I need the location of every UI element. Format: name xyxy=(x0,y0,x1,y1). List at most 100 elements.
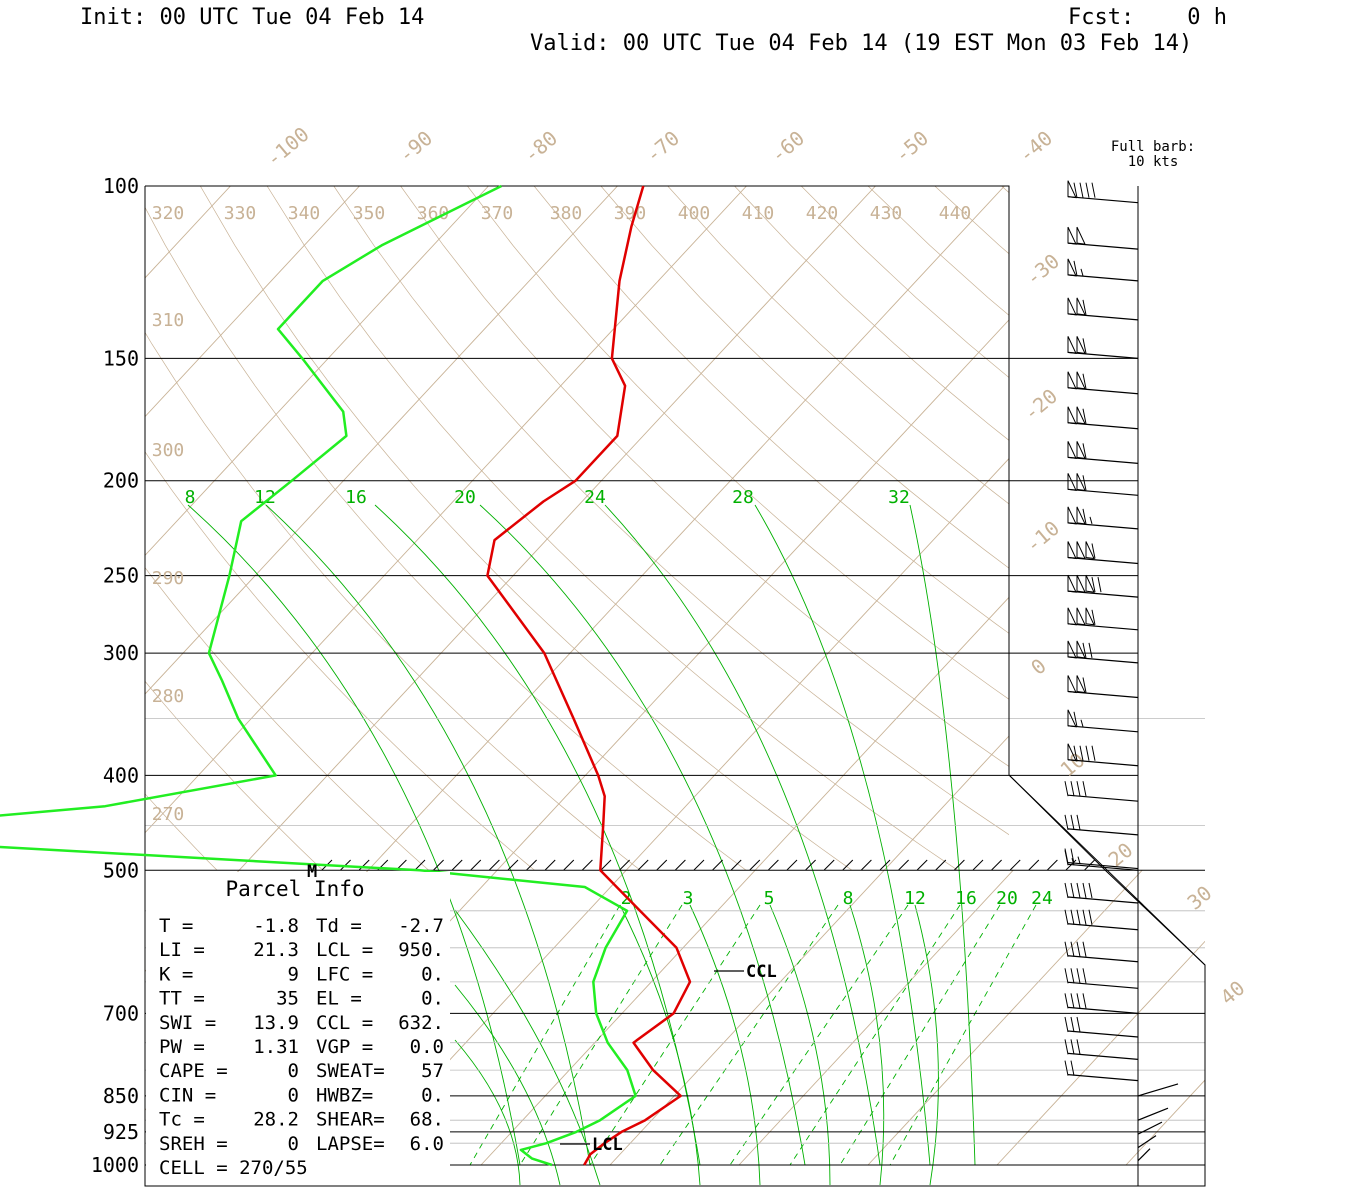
pressure-tick-label: 925 xyxy=(103,1120,139,1144)
wind-barb-flag xyxy=(1076,506,1086,525)
theta-label: 350 xyxy=(353,203,386,224)
parcel-right-value: 632. xyxy=(398,1012,444,1034)
mixing-ratio-line xyxy=(519,904,683,1166)
isotherm-line xyxy=(367,186,1005,870)
wind-barb-flag xyxy=(1067,607,1077,626)
parcel-left-value: 0 xyxy=(288,1084,299,1106)
moist-adiabat-line xyxy=(914,904,939,1186)
isotherm-label: -50 xyxy=(890,126,933,168)
wind-barb-half xyxy=(1077,856,1081,864)
pressure-tick-label: 150 xyxy=(103,346,139,370)
parcel-left-value: 0 xyxy=(288,1133,299,1155)
wind-barb-half xyxy=(1089,516,1093,525)
isotherm-line xyxy=(1142,186,1350,870)
isotherm-line xyxy=(145,186,618,695)
wind-barb-full xyxy=(1073,711,1078,727)
dry-adiabat-line xyxy=(333,186,1009,836)
hatch-mark xyxy=(972,859,984,871)
parcel-title: Parcel Info xyxy=(225,877,364,901)
wind-barb-staff xyxy=(1067,196,1139,204)
mixing-ratio-label: 3 xyxy=(683,888,694,909)
wind-barb-staff xyxy=(1067,896,1139,904)
theta-label: 440 xyxy=(939,203,972,224)
hatch-mark xyxy=(507,859,519,871)
isotherm-line xyxy=(625,457,1009,870)
parcel-left-key: CELL = 270/55 xyxy=(159,1157,308,1179)
parcel-left-value: 35 xyxy=(276,988,299,1010)
barb-legend-line2: 10 kts xyxy=(1128,154,1179,170)
pressure-tick-label: 250 xyxy=(103,564,139,588)
valid-time: Valid: 00 UTC Tue 04 Feb 14 (19 EST Mon … xyxy=(530,31,1193,56)
wind-barb-full xyxy=(1073,182,1078,198)
wind-barb-full xyxy=(1073,260,1078,276)
isotherm-line xyxy=(238,186,876,870)
wind-barb-flag xyxy=(1076,473,1086,491)
wind-barb-full xyxy=(1088,642,1093,659)
parcel-right-key: CCL = xyxy=(316,1012,373,1034)
wind-barb-full xyxy=(1082,993,1087,1009)
hatch-mark xyxy=(526,859,537,871)
isotherm-line xyxy=(480,870,756,1166)
parcel-left-key: Tc = xyxy=(159,1109,205,1131)
parcel-right-value: 0.0 xyxy=(410,1036,444,1058)
temperature-profile xyxy=(486,185,692,1166)
hatch-mark xyxy=(861,859,872,871)
isotherm-line xyxy=(0,870,110,1165)
wind-barb-full xyxy=(1064,1060,1069,1076)
isotherm-line xyxy=(867,870,1143,1166)
isotherm-label: -80 xyxy=(519,126,562,168)
theta-label: 270 xyxy=(152,804,185,825)
isotherm-label: -100 xyxy=(261,122,313,171)
parcel-left-value: 28.2 xyxy=(253,1109,299,1131)
wind-barb-flag xyxy=(1076,371,1086,390)
dry-adiabat-line xyxy=(1068,186,1350,1165)
wind-barb-full xyxy=(1088,909,1093,925)
mixing-ratio-label: 2 xyxy=(621,888,632,909)
hatch-mark xyxy=(730,859,742,871)
wind-barb-staff xyxy=(1067,1074,1139,1082)
parcel-right-key: EL = xyxy=(316,988,362,1010)
parcel-left-key: CAPE = xyxy=(159,1060,228,1082)
wind-barb-staff xyxy=(1067,656,1139,664)
wind-barb-staff xyxy=(1067,1052,1139,1060)
wind-barb-full xyxy=(1091,182,1096,198)
wind-barb-full xyxy=(1064,1039,1069,1055)
sounding-profiles xyxy=(0,184,692,1167)
moist-adiabat-line xyxy=(454,1039,521,1186)
barb-legend-line1: Full barb: xyxy=(1111,139,1195,155)
moist-adiabat-line xyxy=(187,504,521,1166)
wind-barb-flag xyxy=(1067,441,1077,459)
wind-barb-full xyxy=(1079,182,1084,198)
hatch-mark xyxy=(768,859,779,871)
pressure-tick-label: 850 xyxy=(103,1084,139,1108)
wind-barb-staff xyxy=(1067,422,1139,430)
wind-barb-full xyxy=(1082,968,1087,984)
hatch-mark xyxy=(749,859,761,871)
wind-barb-full xyxy=(1070,781,1075,797)
isotherm-label: -70 xyxy=(641,126,684,168)
wind-barb-flag xyxy=(1067,574,1077,593)
wind-barb-full xyxy=(1070,941,1075,957)
wind-barb-full xyxy=(1070,1039,1075,1055)
isotherm-line xyxy=(1271,186,1350,870)
parcel-right-key: VGP = xyxy=(316,1036,373,1058)
wind-barb-full xyxy=(1082,882,1087,899)
wind-barb-staff xyxy=(1067,351,1139,359)
wind-barbs xyxy=(1064,180,1179,1162)
parcel-right-key: HWBZ= xyxy=(316,1084,373,1106)
parcel-left-value: 0 xyxy=(288,1060,299,1082)
wind-barb-full xyxy=(1064,941,1069,957)
wind-barb-flag xyxy=(1067,640,1077,659)
wind-barb-full xyxy=(1076,1039,1081,1055)
wind-barb-flag xyxy=(1067,371,1077,390)
wind-barb-full xyxy=(1085,182,1090,198)
wind-barb-flag xyxy=(1067,743,1077,762)
wind-barb-full xyxy=(1070,882,1075,899)
theta-label: 290 xyxy=(152,568,185,589)
frame-diagonal xyxy=(1008,774,1206,966)
isotherm-line xyxy=(0,186,102,870)
mixing-ratio-label: 12 xyxy=(254,487,276,508)
dry-adiabat-line xyxy=(867,186,1009,316)
wind-barb-full xyxy=(1064,909,1069,925)
wind-barb-full xyxy=(1064,781,1069,797)
